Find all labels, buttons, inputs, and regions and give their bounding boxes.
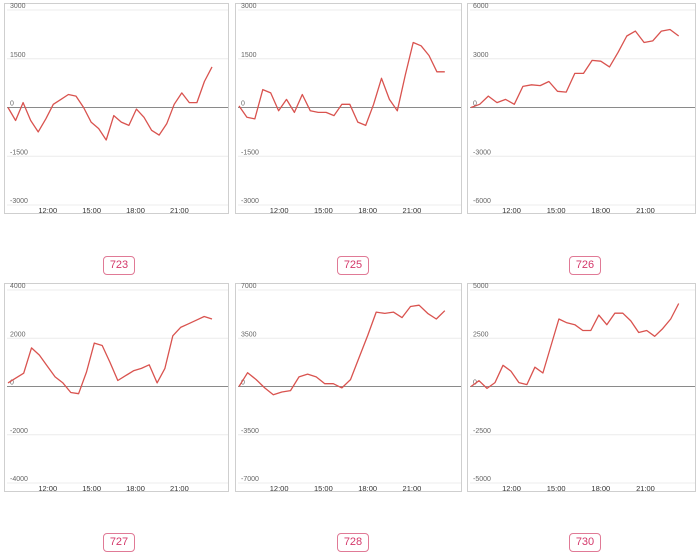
x-tick-label: 12:00 bbox=[270, 484, 289, 493]
chart-panel-725: 3000 1500 0 -1500 -3000 12:00 15:00 18:00 21:00 bbox=[235, 3, 462, 215]
x-tick-label: 18:00 bbox=[126, 484, 145, 493]
y-tick-label: 0 bbox=[473, 101, 477, 108]
y-tick-label: -5000 bbox=[473, 476, 491, 483]
x-tick-label: 15:00 bbox=[314, 206, 333, 215]
y-tick-label: 1500 bbox=[10, 52, 26, 59]
y-tick-label: 6000 bbox=[473, 3, 489, 10]
x-tick-label: 15:00 bbox=[547, 206, 566, 215]
x-tick-label: 21:00 bbox=[403, 206, 422, 215]
chart-svg-725: 3000 1500 0 -1500 -3000 12:00 15:00 18:00 21:00 bbox=[238, 3, 461, 215]
y-tick-label: 7000 bbox=[241, 283, 257, 290]
y-tick-label: -2000 bbox=[10, 428, 28, 435]
y-tick-label: -6000 bbox=[473, 198, 491, 205]
chart-panel-726: 6000 3000 0 -3000 -6000 12:00 15:00 18:00 21:00 bbox=[467, 3, 696, 215]
chart-id-label[interactable]: 725 bbox=[337, 256, 369, 275]
y-tick-label: 3000 bbox=[10, 3, 26, 10]
x-tick-label: 18:00 bbox=[358, 484, 377, 493]
y-tick-label: -7000 bbox=[241, 476, 259, 483]
x-tick-label: 21:00 bbox=[170, 484, 189, 493]
x-tick-label: 12:00 bbox=[270, 206, 289, 215]
x-tick-label: 18:00 bbox=[591, 484, 610, 493]
series-line bbox=[238, 304, 446, 396]
chart-svg-723: 3000 1500 0 -1500 -3000 12:00 15:00 18:00 21:00 bbox=[7, 3, 228, 215]
chart-svg-726: 6000 3000 0 -3000 -6000 12:00 15:00 18:00 21:00 bbox=[470, 3, 695, 215]
x-tick-label: 12:00 bbox=[502, 484, 521, 493]
x-tick-label: 12:00 bbox=[38, 484, 57, 493]
series-line bbox=[7, 66, 213, 141]
series-line bbox=[470, 303, 680, 390]
y-tick-label: -3500 bbox=[241, 428, 259, 435]
chart-panel-727: 4000 2000 0 -2000 -4000 12:00 15:00 18:00 21:00 bbox=[4, 283, 229, 493]
chart-svg-727: 4000 2000 0 -2000 -4000 12:00 15:00 18:00 21:00 bbox=[7, 283, 228, 493]
x-tick-label: 21:00 bbox=[403, 484, 422, 493]
x-tick-label: 15:00 bbox=[547, 484, 566, 493]
x-tick-label: 18:00 bbox=[591, 206, 610, 215]
y-tick-label: 0 bbox=[241, 380, 245, 387]
y-tick-label: 0 bbox=[241, 101, 245, 108]
chart-id-label[interactable]: 723 bbox=[103, 256, 135, 275]
y-tick-label: 3500 bbox=[241, 331, 257, 338]
x-tick-label: 15:00 bbox=[314, 484, 333, 493]
series-line bbox=[7, 315, 213, 395]
y-tick-label: -1500 bbox=[241, 149, 259, 156]
y-tick-label: 4000 bbox=[10, 283, 26, 290]
y-tick-label: -3000 bbox=[10, 198, 28, 205]
series-line bbox=[470, 28, 680, 109]
y-tick-label: 5000 bbox=[473, 283, 489, 290]
x-tick-label: 21:00 bbox=[636, 206, 655, 215]
chart-panel-728: 7000 3500 0 -3500 -7000 12:00 15:00 18:00 21:00 bbox=[235, 283, 462, 493]
chart-panel-723: 3000 1500 0 -1500 -3000 12:00 15:00 18:00 21:00 bbox=[4, 3, 229, 215]
y-tick-label: -1500 bbox=[10, 149, 28, 156]
chart-id-label[interactable]: 730 bbox=[569, 533, 601, 552]
series-line bbox=[238, 41, 445, 127]
y-tick-label: 2500 bbox=[473, 331, 489, 338]
chart-id-label[interactable]: 727 bbox=[103, 533, 135, 552]
x-tick-label: 12:00 bbox=[38, 206, 57, 215]
x-tick-label: 15:00 bbox=[82, 484, 101, 493]
x-tick-label: 15:00 bbox=[82, 206, 101, 215]
x-tick-label: 21:00 bbox=[170, 206, 189, 215]
chart-id-label[interactable]: 726 bbox=[569, 256, 601, 275]
x-tick-label: 12:00 bbox=[502, 206, 521, 215]
y-tick-label: 3000 bbox=[473, 52, 489, 59]
x-tick-label: 21:00 bbox=[636, 484, 655, 493]
chart-panel-730: 5000 2500 0 -2500 -5000 12:00 15:00 18:00 21:00 bbox=[467, 283, 696, 493]
y-tick-label: -3000 bbox=[473, 149, 491, 156]
y-tick-label: 0 bbox=[10, 380, 14, 387]
y-tick-label: 0 bbox=[10, 101, 14, 108]
y-tick-label: 2000 bbox=[10, 331, 26, 338]
y-tick-label: 3000 bbox=[241, 3, 257, 10]
x-tick-label: 18:00 bbox=[126, 206, 145, 215]
y-tick-label: -3000 bbox=[241, 198, 259, 205]
y-tick-label: -2500 bbox=[473, 428, 491, 435]
x-tick-label: 18:00 bbox=[358, 206, 377, 215]
chart-id-label[interactable]: 728 bbox=[337, 533, 369, 552]
y-tick-label: 1500 bbox=[241, 52, 257, 59]
chart-svg-728: 7000 3500 0 -3500 -7000 12:00 15:00 18:00 21:00 bbox=[238, 283, 461, 493]
y-tick-label: -4000 bbox=[10, 476, 28, 483]
